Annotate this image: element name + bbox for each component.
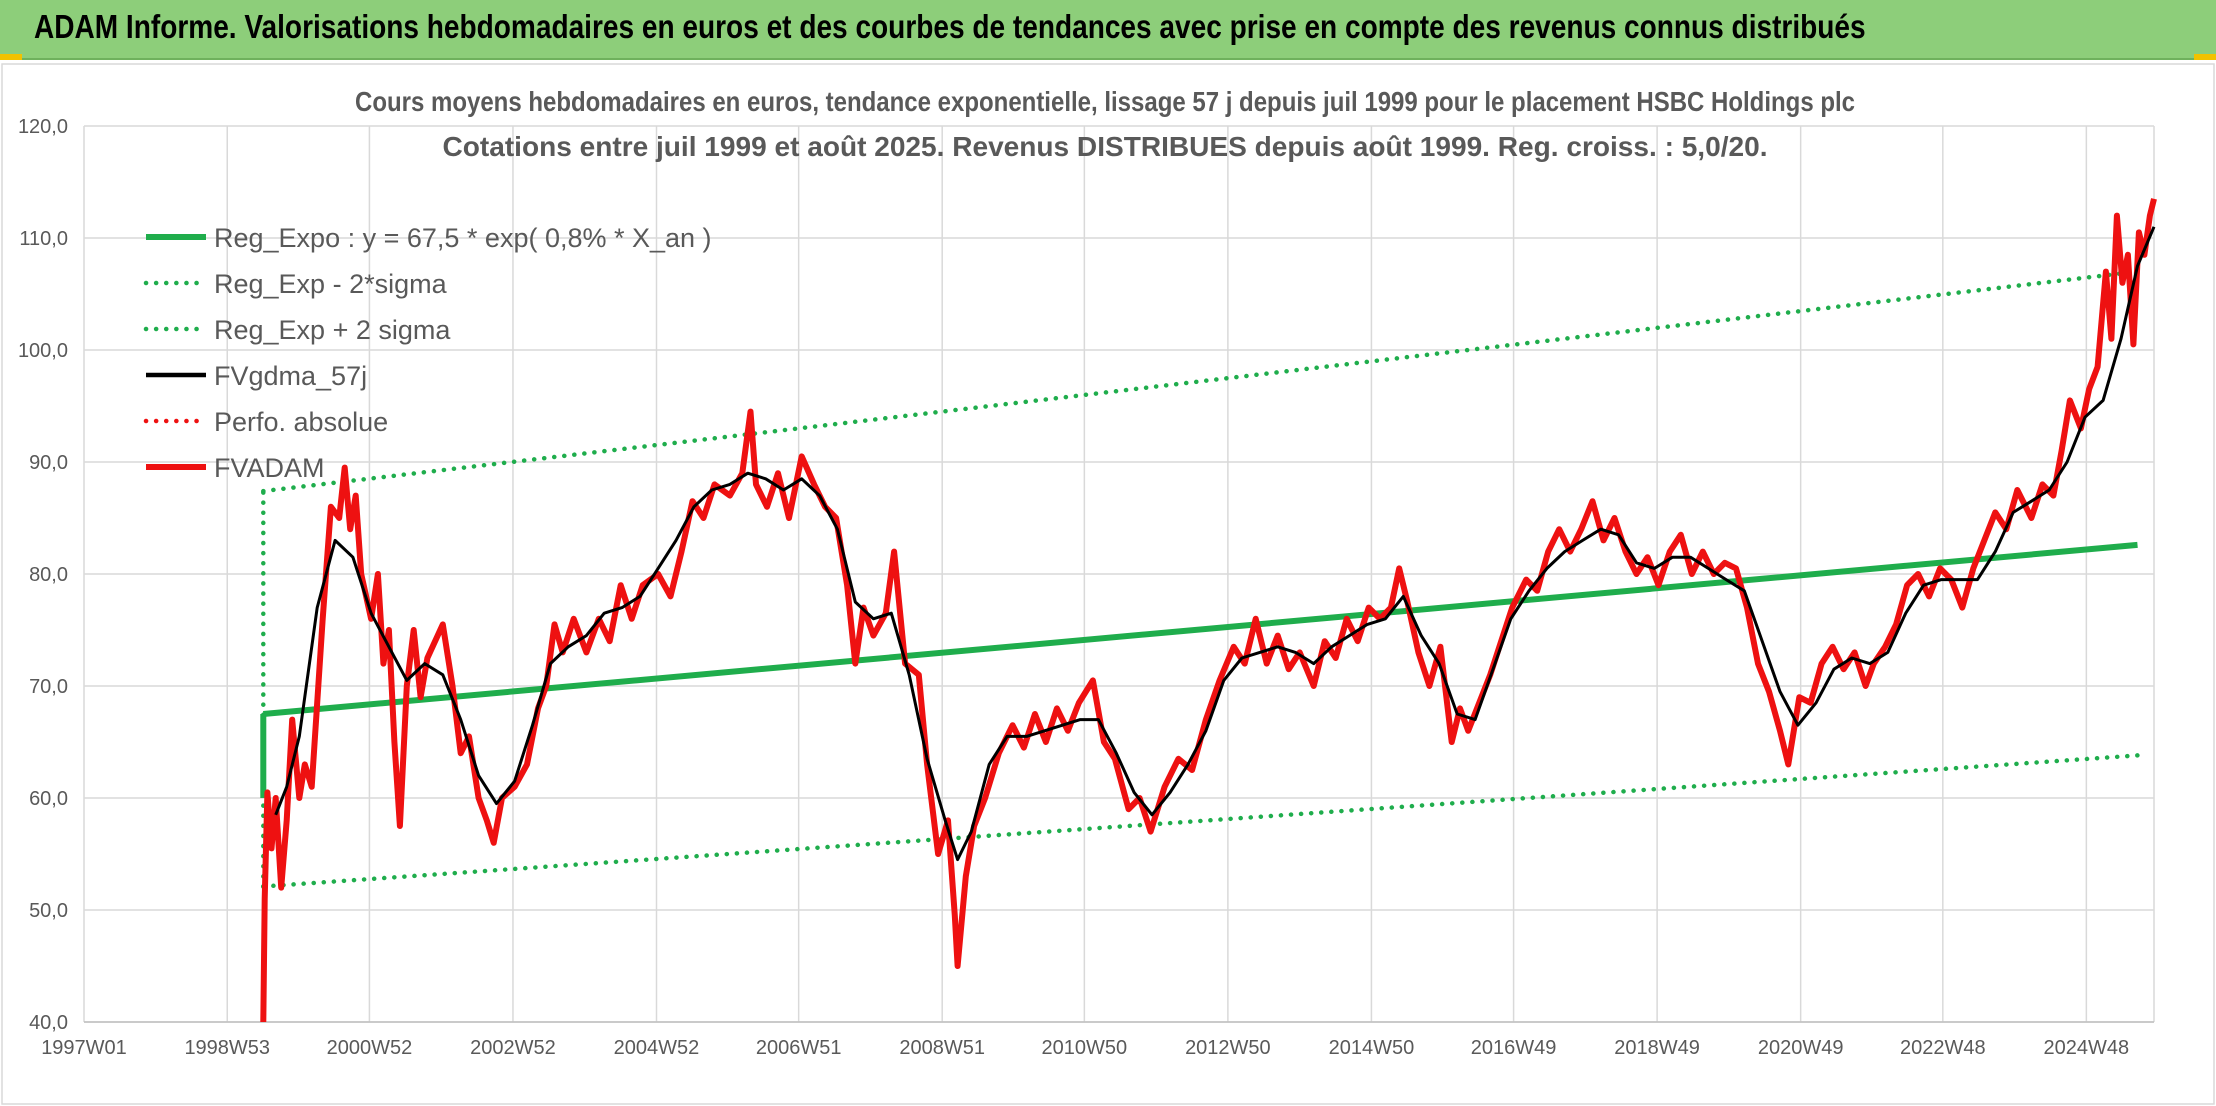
x-tick-label: 2004W52: [614, 1037, 700, 1059]
x-axis-tick-labels: 1997W01 1998W53 2000W52 2002W52 2004W52 2006W…: [41, 1037, 2129, 1059]
chart: 40,050,060,070,080,090,0100,0110,0120,0 …: [1, 63, 2215, 1105]
x-tick-label: 1997W01: [41, 1037, 127, 1059]
x-tick-label: 2008W51: [899, 1037, 985, 1059]
legend-label: FVADAM: [214, 453, 325, 483]
legend-label: Perfo. absolue: [214, 407, 388, 437]
series-reg-exp-plus-2sigma: [261, 269, 2140, 494]
x-tick-label: 2010W50: [1042, 1037, 1128, 1059]
report-header: ADAM Informe. Valorisations hebdomadaire…: [0, 0, 2216, 60]
corner-marker-left: [0, 54, 22, 60]
legend: Reg_Expo : y = 67,5 * exp( 0,8% * X_an )…: [143, 223, 712, 483]
series-reg-expo: [263, 541, 2138, 717]
y-tick-label: 110,0: [19, 228, 68, 250]
series-lines: [260, 198, 2157, 1023]
chart-title: Cours moyens hebdomadaires en euros, ten…: [355, 86, 1855, 117]
report-title: ADAM Informe. Valorisations hebdomadaire…: [34, 8, 1866, 45]
corner-marker-right: [2194, 54, 2216, 60]
y-tick-label: 50,0: [29, 900, 68, 922]
y-tick-label: 80,0: [29, 564, 68, 586]
x-tick-label: 2002W52: [470, 1037, 556, 1059]
legend-label: Reg_Exp + 2 sigma: [214, 315, 451, 345]
y-tick-label: 120,0: [18, 116, 68, 138]
legend-label: Reg_Exp - 2*sigma: [214, 269, 448, 299]
y-tick-label: 40,0: [29, 1012, 68, 1034]
legend-label: FVgdma_57j: [214, 361, 367, 391]
series-reg-exp-minus-2sigma: [261, 753, 2140, 889]
y-tick-label: 70,0: [29, 676, 68, 698]
y-tick-label: 90,0: [29, 452, 68, 474]
legend-label: Reg_Expo : y = 67,5 * exp( 0,8% * X_an ): [214, 223, 712, 253]
y-axis-tick-labels: 40,0 50,0 60,0 70,0 80,0 90,0 100,0 110,0 120,0: [18, 116, 68, 1034]
x-tick-label: 2012W50: [1185, 1037, 1271, 1059]
x-tick-label: 2022W48: [1900, 1037, 1986, 1059]
x-tick-label: 1998W53: [184, 1037, 270, 1059]
x-tick-label: 2014W50: [1329, 1037, 1415, 1059]
x-tick-label: 2024W48: [2044, 1037, 2130, 1059]
x-tick-label: 2016W49: [1471, 1037, 1557, 1059]
series-fvgdma-57j: [274, 226, 2156, 862]
chart-area-border: [1, 63, 2215, 1105]
y-tick-label: 60,0: [29, 788, 68, 810]
y-tick-label: 100,0: [18, 340, 68, 362]
horizontal-gridlines: [84, 125, 2154, 1023]
x-tick-label: 2020W49: [1758, 1037, 1844, 1059]
chart-subtitle: Cotations entre juil 1999 et août 2025. …: [443, 131, 1768, 162]
x-tick-label: 2018W49: [1614, 1037, 1700, 1059]
x-tick-label: 2000W52: [327, 1037, 413, 1059]
x-tick-label: 2006W51: [756, 1037, 842, 1059]
